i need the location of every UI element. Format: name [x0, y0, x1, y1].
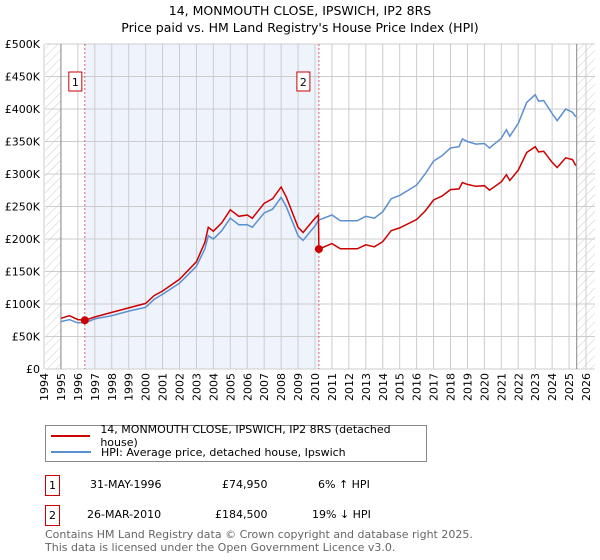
sale-label: 1	[72, 76, 79, 89]
x-tick-label: 2010	[309, 373, 322, 401]
price-paid-line	[60, 145, 577, 322]
transaction-row: 1 31-MAY-1996 £74,950 6% ↑ HPI	[45, 475, 445, 496]
x-tick-label: 2004	[207, 373, 220, 401]
x-tick-label: 1996	[72, 373, 85, 401]
y-tick-label: £0	[26, 363, 40, 376]
legend-label-price: 14, MONMOUTH CLOSE, IPSWICH, IP2 8RS (de…	[100, 423, 391, 449]
x-tick-label: 2012	[343, 373, 356, 401]
y-tick-label: £200K	[5, 233, 41, 246]
legend-swatch-price	[51, 435, 91, 437]
transaction-price: £74,950	[222, 478, 268, 491]
transaction-hpi: 6% ↑ HPI	[318, 478, 370, 491]
y-tick-label: £300K	[5, 168, 41, 181]
y-tick-label: £150K	[5, 266, 41, 279]
footer-copyright: Contains HM Land Registry data © Crown c…	[45, 528, 473, 541]
x-tick-label: 1999	[123, 373, 136, 401]
transaction-price: £184,500	[215, 508, 268, 521]
x-tick-label: 2003	[190, 373, 203, 401]
x-tick-label: 2018	[445, 373, 458, 401]
legend-label-hpi: HPI: Average price, detached house, Ipsw…	[101, 445, 346, 459]
x-tick-label: 2007	[258, 373, 271, 401]
legend-swatch-hpi	[51, 451, 91, 453]
transaction-marker: 1	[45, 475, 60, 496]
sale-label: 2	[300, 76, 307, 89]
x-tick-label: 2009	[292, 373, 305, 401]
x-tick-label: 2000	[140, 373, 153, 401]
transaction-date: 26-MAR-2010	[87, 508, 162, 521]
x-tick-label: 1997	[89, 373, 102, 401]
x-tick-label: 1994	[38, 373, 51, 401]
transaction-marker: 2	[45, 505, 60, 526]
x-tick-label: 2025	[563, 373, 576, 401]
hpi-line	[60, 93, 577, 324]
x-tick-label: 2011	[326, 373, 339, 401]
y-tick-label: £250K	[5, 201, 41, 214]
x-tick-label: 2001	[157, 373, 170, 401]
x-tick-label: 2017	[428, 373, 441, 401]
x-tick-label: 2013	[360, 373, 373, 401]
x-tick-label: 2002	[174, 373, 187, 401]
sale-label-box	[296, 71, 311, 92]
sale-label-box	[68, 71, 83, 92]
y-tick-label: £100K	[5, 298, 41, 311]
x-tick-label: 2021	[495, 373, 508, 401]
y-tick-label: £400K	[5, 103, 41, 116]
x-tick-label: 2014	[377, 373, 390, 401]
x-tick-label: 2008	[275, 373, 288, 401]
x-tick-label: 1998	[106, 373, 119, 401]
x-tick-label: 2022	[512, 373, 525, 401]
y-tick-label: £500K	[5, 38, 41, 51]
sale-point	[314, 245, 323, 254]
x-tick-label: 2006	[241, 373, 254, 401]
x-tick-label: 2023	[529, 373, 542, 401]
x-tick-label: 2016	[411, 373, 424, 401]
chart-title: 14, MONMOUTH CLOSE, IPSWICH, IP2 8RS	[168, 3, 432, 18]
x-tick-label: 2005	[224, 373, 237, 401]
transaction-date: 31-MAY-1996	[90, 478, 162, 491]
y-tick-label: £450K	[5, 71, 41, 84]
legend: 14, MONMOUTH CLOSE, IPSWICH, IP2 8RS (de…	[45, 423, 427, 462]
x-tick-label: 2020	[478, 373, 491, 401]
y-tick-label: £50K	[12, 331, 41, 344]
transaction-hpi: 19% ↓ HPI	[312, 508, 371, 521]
transaction-row: 2 26-MAR-2010 £184,500 19% ↓ HPI	[45, 505, 445, 526]
x-tick-label: 2026	[580, 373, 593, 401]
x-tick-label: 1995	[55, 373, 68, 401]
x-tick-label: 2019	[461, 373, 474, 401]
x-tick-label: 2024	[546, 373, 559, 401]
sale-point	[80, 316, 89, 325]
x-tick-label: 2015	[394, 373, 407, 401]
chart-subtitle: Price paid vs. HM Land Registry's House …	[121, 20, 479, 35]
footer-licence: This data is licensed under the Open Gov…	[45, 541, 396, 554]
y-tick-label: £350K	[5, 136, 41, 149]
price-chart: 1994 1995 1996 1997 1998 1999 2000 2001 2002 2003…	[5, 38, 595, 401]
